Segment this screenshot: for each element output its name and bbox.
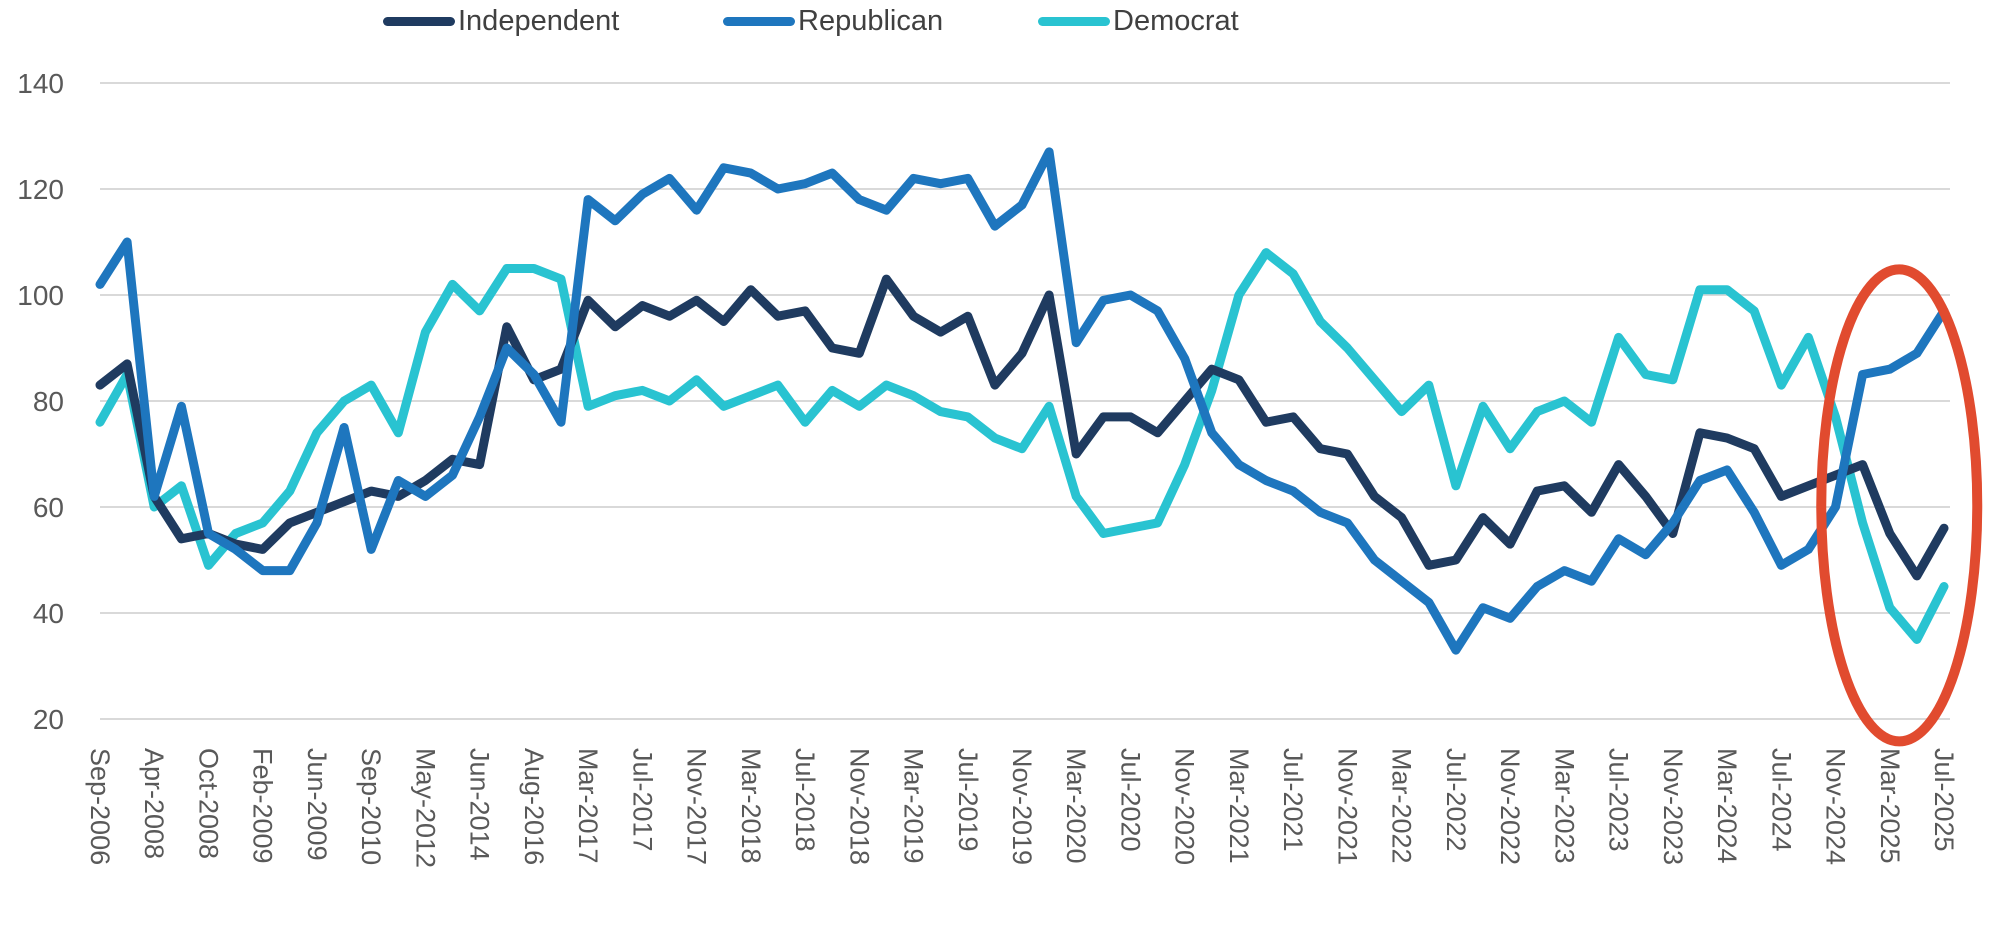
- x-axis-tick-label: Sep-2006: [85, 748, 115, 865]
- x-axis-tick-label: Mar-2018: [736, 748, 766, 864]
- legend-label: Republican: [798, 5, 944, 37]
- legend-line-icon: [1038, 16, 1110, 26]
- legend-line-icon: [723, 16, 795, 26]
- x-axis-tick-label: Jul-2024: [1766, 748, 1796, 852]
- x-axis-tick-label: Mar-2025: [1875, 748, 1905, 864]
- x-axis-tick-label: Nov-2018: [844, 748, 874, 865]
- x-axis-tick-label: Jul-2020: [1115, 748, 1145, 852]
- x-axis-tick-label: Aug-2016: [519, 748, 549, 865]
- x-axis-tick-label: Nov-2023: [1658, 748, 1688, 865]
- x-axis-tick-label: Apr-2008: [139, 748, 169, 859]
- x-axis-tick-label: Jul-2019: [953, 748, 983, 852]
- x-axis-tick-label: Jun-2009: [302, 748, 332, 861]
- x-axis-tick-label: Jul-2017: [627, 748, 657, 852]
- x-axis-tick-label: Nov-2017: [682, 748, 712, 865]
- y-axis-tick-label: 60: [33, 492, 64, 523]
- x-axis-tick-label: Mar-2021: [1224, 748, 1254, 864]
- x-axis-tick-label: Mar-2019: [899, 748, 929, 864]
- x-axis-tick-label: Oct-2008: [193, 748, 223, 859]
- y-axis-tick-label: 20: [33, 704, 64, 735]
- y-axis-tick-label: 80: [33, 386, 64, 417]
- legend-item-republican: Republican: [723, 4, 943, 38]
- x-axis-tick-label: Mar-2022: [1387, 748, 1417, 864]
- x-axis-tick-label: Mar-2024: [1712, 748, 1742, 864]
- series-line-democrat: [95, 248, 1949, 644]
- x-axis-tick-label: Jun-2014: [465, 748, 495, 861]
- annotation-ellipse: [1816, 264, 1983, 747]
- y-axis-tick-label: 140: [17, 68, 64, 99]
- x-axis-tick-label: Jul-2023: [1604, 748, 1634, 852]
- chart-legend: Independent Republican Democrat: [0, 0, 2000, 42]
- y-axis-tick-label: 100: [17, 280, 64, 311]
- x-axis-tick-label: Jul-2022: [1441, 748, 1471, 852]
- x-axis-tick-label: May-2012: [410, 748, 440, 868]
- x-axis-tick-label: Nov-2019: [1007, 748, 1037, 865]
- x-axis-tick-label: Nov-2022: [1495, 748, 1525, 865]
- x-axis-tick-label: Mar-2020: [1061, 748, 1091, 864]
- x-axis-tick-label: Mar-2023: [1549, 748, 1579, 864]
- x-axis-tick-label: Nov-2024: [1821, 748, 1851, 865]
- x-axis-tick-label: Sep-2010: [356, 748, 386, 865]
- y-axis-tick-label: 120: [17, 174, 64, 205]
- legend-label: Democrat: [1113, 5, 1239, 37]
- x-axis-tick-label: Feb-2009: [248, 748, 278, 864]
- legend-item-democrat: Democrat: [1038, 4, 1239, 38]
- legend-line-icon: [383, 16, 455, 26]
- series-line-republican: [95, 147, 1949, 655]
- legend-label: Independent: [458, 5, 620, 37]
- legend-item-independent: Independent: [383, 4, 619, 38]
- x-axis-tick-label: Jul-2018: [790, 748, 820, 852]
- y-axis-tick-label: 40: [33, 598, 64, 629]
- x-axis-tick-label: Nov-2021: [1332, 748, 1362, 865]
- x-axis-tick-label: Jul-2021: [1278, 748, 1308, 852]
- x-axis-tick-label: Mar-2017: [573, 748, 603, 864]
- x-axis-tick-label: Nov-2020: [1170, 748, 1200, 865]
- series-line-independent: [95, 274, 1949, 581]
- x-axis-tick-label: Jul-2025: [1929, 748, 1959, 852]
